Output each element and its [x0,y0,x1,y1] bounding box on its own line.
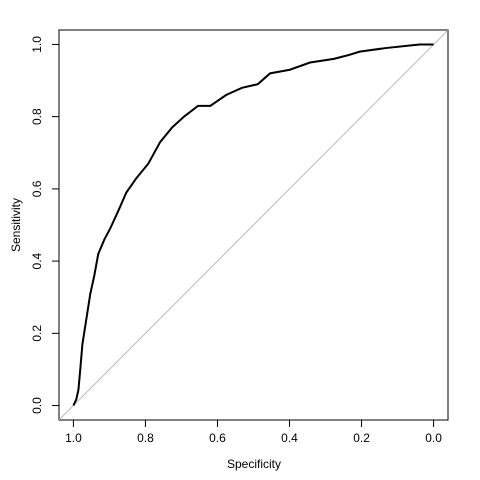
y-tick-label: 0.6 [30,180,44,197]
x-tick-label: 0.2 [353,431,370,445]
x-tick-label: 0.4 [281,431,298,445]
roc-curve [72,43,434,406]
y-tick-label: 0.0 [30,397,44,414]
y-tick-label: 0.2 [30,325,44,342]
y-axis-label: Sensitivity [9,198,23,252]
y-tick-label: 1.0 [30,36,44,53]
reference-line [59,30,448,420]
x-tick-label: 0.8 [137,431,154,445]
x-tick-label: 1.0 [65,431,82,445]
x-axis-label: Specificity [227,457,281,471]
y-tick-label: 0.8 [30,108,44,125]
plot-box [58,29,449,421]
x-tick-label: 0.0 [425,431,442,445]
y-tick-label: 0.4 [30,252,44,269]
x-tick-label: 0.6 [209,431,226,445]
